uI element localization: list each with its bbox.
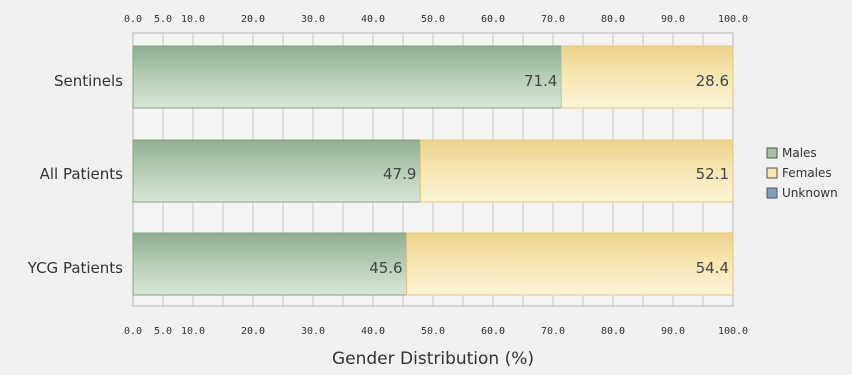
category-label: All Patients	[40, 165, 124, 183]
legend-label: Unknown	[782, 186, 838, 200]
x-axis-title: Gender Distribution (%)	[332, 349, 534, 369]
x-tick-label-bottom: 10.0	[181, 326, 205, 337]
x-tick-label-bottom: 40.0	[361, 326, 385, 337]
x-tick-label-bottom: 50.0	[421, 326, 445, 337]
x-tick-label-top: 80.0	[601, 14, 625, 25]
bar-segment	[406, 232, 734, 296]
x-tick-label-top: 5.0	[154, 14, 172, 25]
x-tick-label-bottom: 0.0	[124, 326, 142, 337]
data-label: 45.6	[369, 259, 402, 277]
category-label: Sentinels	[54, 72, 123, 90]
x-tick-label-top: 40.0	[361, 14, 385, 25]
x-tick-label-top: 30.0	[301, 14, 325, 25]
legend-label: Females	[782, 166, 832, 180]
x-tick-label-bottom: 80.0	[601, 326, 625, 337]
bar-segment	[560, 45, 734, 109]
category-label: YCG Patients	[27, 259, 123, 277]
x-tick-label-top: 10.0	[181, 14, 205, 25]
x-tick-label-bottom: 20.0	[241, 326, 265, 337]
legend-swatch	[766, 167, 778, 179]
bar-segment	[419, 139, 734, 203]
x-tick-label-bottom: 60.0	[481, 326, 505, 337]
x-tick-label-bottom: 100.0	[718, 326, 748, 337]
data-label: 52.1	[696, 165, 729, 183]
data-label: 54.4	[696, 259, 729, 277]
data-label: 47.9	[383, 165, 416, 183]
x-tick-label-bottom: 30.0	[301, 326, 325, 337]
data-label: 71.4	[524, 72, 557, 90]
x-tick-label-top: 50.0	[421, 14, 445, 25]
bar-segment	[132, 45, 562, 109]
bar-segment	[132, 139, 421, 203]
data-label: 28.6	[696, 72, 729, 90]
x-tick-label-bottom: 5.0	[154, 326, 172, 337]
x-tick-label-top: 70.0	[541, 14, 565, 25]
legend-swatch	[766, 187, 778, 199]
bar-segment	[132, 232, 408, 296]
legend-label: Males	[782, 146, 817, 160]
x-tick-label-bottom: 90.0	[661, 326, 685, 337]
x-tick-label-bottom: 70.0	[541, 326, 565, 337]
x-tick-label-top: 60.0	[481, 14, 505, 25]
x-tick-label-top: 100.0	[718, 14, 748, 25]
legend-swatch	[766, 147, 778, 159]
x-tick-label-top: 90.0	[661, 14, 685, 25]
x-tick-label-top: 20.0	[241, 14, 265, 25]
x-tick-label-top: 0.0	[124, 14, 142, 25]
